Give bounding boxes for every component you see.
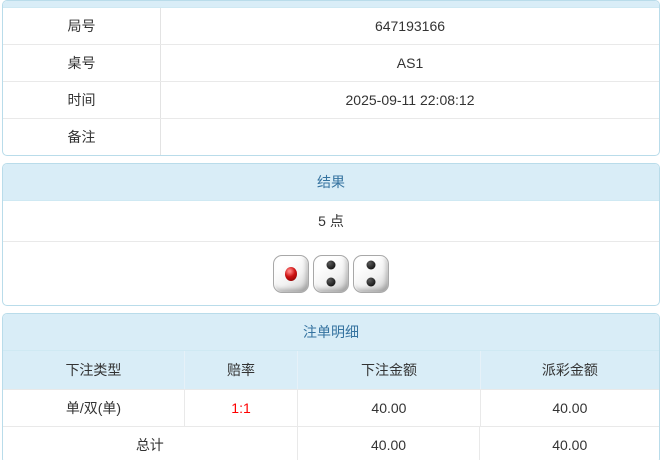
total-payout-amount: 40.00: [552, 437, 588, 453]
remark-label: 备注: [3, 119, 161, 155]
table-value: AS1: [396, 55, 424, 71]
table-label: 桌号: [3, 45, 161, 81]
game-info-panel: 局号 647193166 桌号 AS1 时间 2025-09-11 22:08:…: [2, 0, 660, 156]
bet-table: 下注类型 赔率 下注金额 派彩金额 单/双(单) 1:1 40.00 40.00…: [3, 351, 659, 460]
bet-table-header-row: 下注类型 赔率 下注金额 派彩金额: [3, 351, 659, 390]
col-header-odds: 赔率: [185, 351, 299, 389]
die-pip: [285, 266, 297, 281]
result-panel: 结果 5 点: [2, 163, 660, 306]
col-header-payout-amount: 派彩金额: [541, 362, 598, 378]
time-label: 时间: [3, 82, 161, 118]
die-pip: [326, 277, 336, 287]
total-row: 总计 40.00 40.00: [3, 427, 659, 460]
info-row-table: 桌号 AS1: [3, 45, 659, 82]
dice-row: [3, 242, 659, 305]
total-bet-amount: 40.00: [298, 427, 481, 460]
time-value: 2025-09-11 22:08:12: [345, 92, 475, 108]
bet-type-cell: 单/双(单): [3, 390, 185, 426]
bet-row: 单/双(单) 1:1 40.00 40.00: [3, 390, 659, 427]
die-2-face-2: [313, 254, 349, 293]
cutoff-header-strip: [3, 1, 659, 8]
die-pip: [366, 260, 376, 270]
result-panel-title: 结果: [3, 164, 659, 201]
round-value: 647193166: [374, 18, 446, 34]
die-pip: [326, 260, 336, 270]
die-pip: [366, 277, 376, 287]
result-points: 5 点: [3, 201, 659, 242]
total-label: 总计: [3, 427, 298, 460]
info-row-time: 时间 2025-09-11 22:08:12: [3, 82, 659, 119]
odds-cell: 1:1: [185, 390, 299, 426]
bet-details-panel: 注单明细 下注类型 赔率 下注金额 派彩金额 单/双(单) 1:1 40.00 …: [2, 313, 660, 460]
payout-amount-cell: 40.00: [552, 400, 588, 416]
round-label: 局号: [3, 8, 161, 44]
bet-panel-title: 注单明细: [3, 314, 659, 351]
col-header-bet-type: 下注类型: [3, 351, 185, 389]
bet-amount-cell: 40.00: [298, 390, 481, 426]
col-header-bet-amount: 下注金额: [298, 351, 481, 389]
remark-value: [161, 119, 659, 155]
die-1-face-1: [273, 254, 309, 293]
info-row-round: 局号 647193166: [3, 8, 659, 45]
die-3-face-2: [353, 254, 389, 293]
info-row-remark: 备注: [3, 119, 659, 155]
